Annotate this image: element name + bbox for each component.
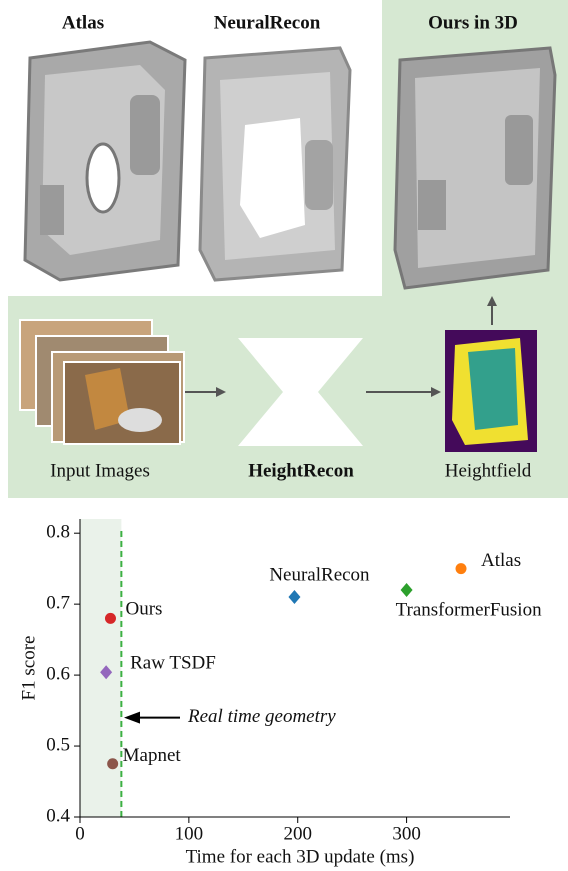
panel-title: Ours in 3D bbox=[428, 12, 518, 33]
pipeline-label: Heightfield bbox=[445, 460, 532, 481]
y-tick-label: 0.4 bbox=[46, 805, 70, 826]
annotation: Real time geometry bbox=[187, 706, 336, 727]
point-label: TransformerFusion bbox=[396, 599, 543, 620]
neuralrecon-mesh bbox=[200, 48, 350, 280]
point bbox=[288, 590, 300, 604]
x-tick-label: 300 bbox=[392, 823, 421, 844]
atlas-mesh bbox=[25, 42, 185, 280]
page: Atlas NeuralRecon Ours in 3D Input Image… bbox=[0, 0, 568, 871]
point bbox=[401, 583, 413, 597]
x-tick-label: 200 bbox=[283, 823, 312, 844]
y-tick-label: 0.7 bbox=[46, 593, 70, 614]
realtime-region bbox=[80, 519, 121, 817]
y-tick-label: 0.8 bbox=[46, 522, 70, 543]
y-axis-label: F1 score bbox=[18, 636, 39, 701]
ours-mesh bbox=[395, 48, 555, 288]
x-tick-label: 0 bbox=[75, 823, 85, 844]
input-images bbox=[20, 320, 184, 444]
point bbox=[456, 563, 467, 574]
pipeline-label: Input Images bbox=[50, 460, 150, 481]
point bbox=[107, 758, 118, 769]
annotation-arrow-head bbox=[124, 712, 140, 724]
panel-title: NeuralRecon bbox=[214, 12, 321, 33]
x-axis-label: Time for each 3D update (ms) bbox=[186, 846, 415, 867]
x-tick-label: 100 bbox=[175, 823, 204, 844]
point-label: Atlas bbox=[481, 550, 521, 571]
y-tick-label: 0.6 bbox=[46, 663, 70, 684]
figure: Atlas NeuralRecon Ours in 3D Input Image… bbox=[0, 0, 568, 871]
point-label: NeuralRecon bbox=[269, 564, 370, 585]
point-label: Ours bbox=[125, 599, 162, 620]
y-tick-label: 0.5 bbox=[46, 734, 70, 755]
point-label: Raw TSDF bbox=[130, 653, 216, 674]
point-label: Mapnet bbox=[123, 745, 182, 766]
heightfield-image bbox=[445, 330, 537, 452]
panel-title: Atlas bbox=[62, 12, 104, 33]
pipeline-label: HeightRecon bbox=[248, 460, 354, 481]
point bbox=[105, 613, 116, 624]
